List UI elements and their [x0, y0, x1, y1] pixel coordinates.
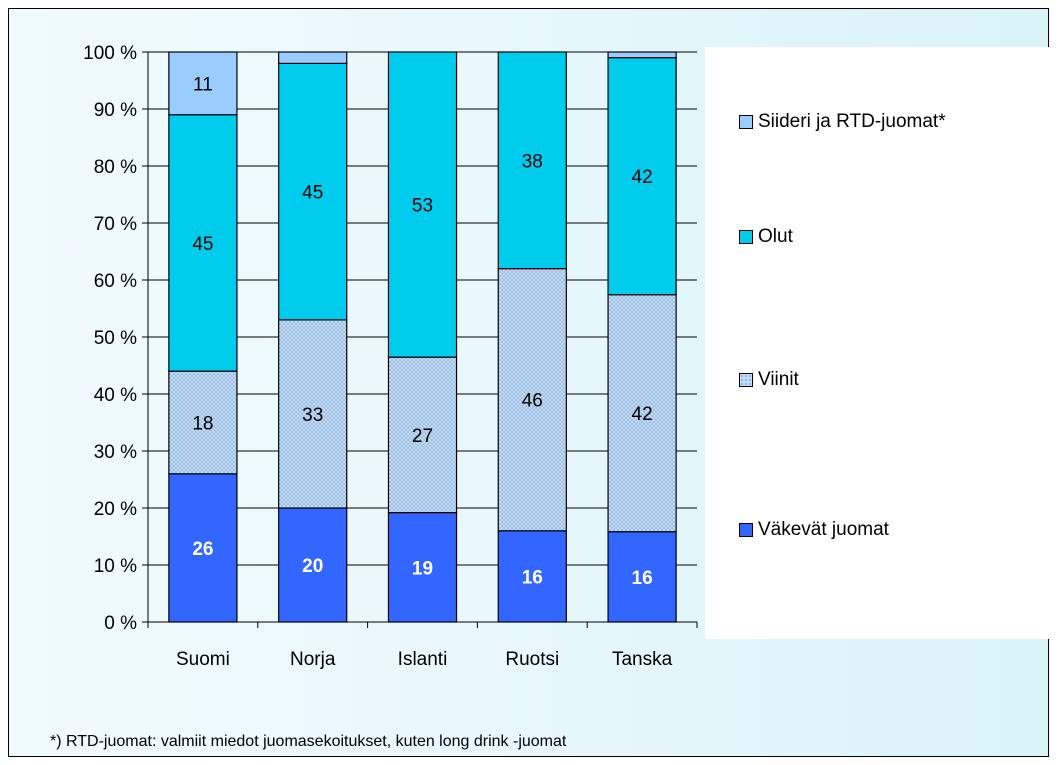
y-tick-label: 90 %: [94, 100, 137, 121]
legend: Siideri ja RTD-juomat* Olut Viinit Väkevät …: [705, 47, 1050, 639]
legend-label: Väkevät juomat: [758, 519, 889, 540]
bar-segment-olut: [168, 114, 238, 372]
bar-segment-vakevat: [497, 530, 567, 623]
bar-segment-olut: [387, 51, 458, 358]
data-label: 18: [192, 414, 213, 435]
data-label: 26: [192, 539, 213, 560]
legend-item: Siideri ja RTD-juomat*: [739, 111, 946, 133]
legend-swatch: [739, 523, 753, 537]
y-tick-label: 80 %: [94, 157, 137, 178]
x-tick-label: Ruotsi: [505, 649, 559, 670]
bar-segment-siideri: [168, 51, 238, 116]
data-label: 16: [632, 568, 653, 589]
x-tick-label: Islanti: [398, 649, 448, 670]
x-tick-label: Tanska: [612, 649, 673, 670]
bar-segment-viinit: [168, 370, 238, 475]
bar-segment-viinit: [387, 356, 458, 514]
legend-item: Väkevät juomat: [739, 519, 889, 541]
y-tick-label: 50 %: [94, 328, 137, 349]
legend-item: Olut: [739, 226, 793, 248]
bar-segment-olut: [607, 57, 677, 296]
y-tick-label: 40 %: [94, 385, 137, 406]
legend-swatch: [739, 115, 753, 129]
legend-label: Olut: [758, 226, 793, 247]
data-label: 27: [412, 426, 433, 447]
data-label: 16: [522, 567, 543, 588]
data-label: 45: [302, 183, 323, 204]
legend-label: Siideri ja RTD-juomat*: [758, 111, 946, 132]
footnote: *) RTD-juomat: valmiit miedot juomasekoi…: [50, 733, 567, 750]
data-label: 53: [412, 196, 433, 217]
bar-segment-vakevat: [278, 507, 348, 623]
bar-segment-viinit: [278, 319, 348, 509]
y-tick-label: 0 %: [104, 613, 137, 634]
data-label: 33: [302, 405, 323, 426]
bar-segment-olut: [278, 62, 348, 321]
bar-segment-viinit: [497, 268, 567, 532]
data-label: 42: [632, 404, 653, 425]
x-tick-label: Norja: [290, 649, 336, 670]
bar-segment-siideri: [278, 51, 348, 64]
bar-segment-viinit: [607, 294, 677, 533]
x-tick-label: Suomi: [176, 649, 230, 670]
data-label: 45: [192, 234, 213, 255]
legend-label: Viinit: [758, 369, 799, 390]
legend-item: Viinit: [739, 369, 799, 391]
data-label: 42: [632, 167, 653, 188]
y-tick-label: 10 %: [94, 556, 137, 577]
bar-segment-olut: [497, 51, 567, 270]
chart-plot: 0 % 10 % 20 % 30 % 40 % 50 % 60 % 70 % 80 % 90 % 1…: [83, 43, 698, 670]
legend-swatch: [739, 230, 753, 244]
y-tick-label: 70 %: [94, 214, 137, 235]
y-tick-label: 100 %: [83, 43, 137, 64]
legend-swatch: [739, 373, 753, 387]
data-label: 19: [412, 558, 433, 579]
data-label: 46: [522, 391, 543, 412]
chart-frame: 0 % 10 % 20 % 30 % 40 % 50 % 60 % 70 % 80 % 90 % 1…: [8, 8, 1050, 757]
y-tick-label: 20 %: [94, 499, 137, 520]
y-tick-label: 30 %: [94, 442, 137, 463]
data-label: 20: [302, 556, 323, 577]
data-label: 11: [193, 74, 213, 95]
bar-segment-vakevat: [607, 531, 677, 623]
y-tick-label: 60 %: [94, 271, 137, 292]
data-label: 38: [522, 151, 543, 172]
bar-segment-siideri: [607, 51, 677, 59]
